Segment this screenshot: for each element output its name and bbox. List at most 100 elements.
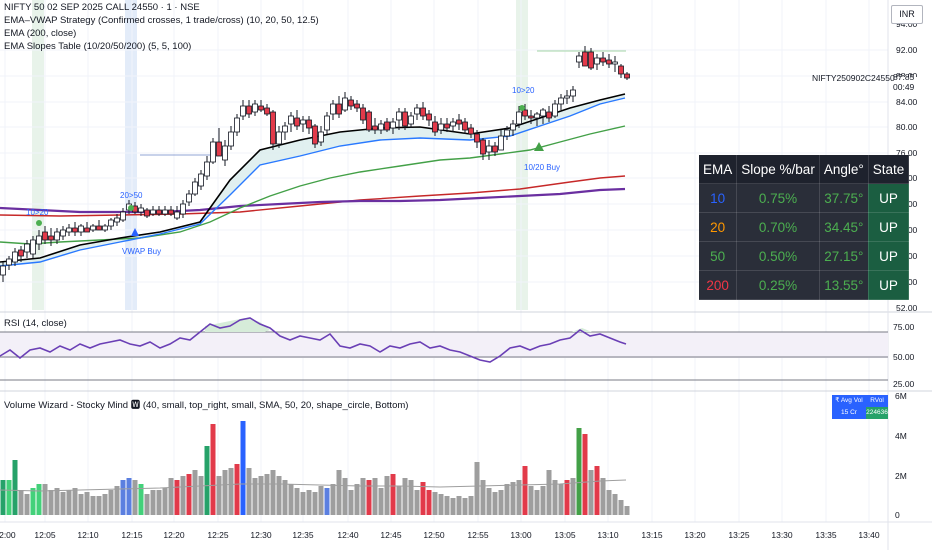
candle (570, 86, 576, 102)
volume-bar (300, 492, 306, 515)
strategy-legend[interactable]: EMA–VWAP Strategy (Confirmed crosses, 1 … (4, 15, 319, 26)
volume-bar (60, 492, 66, 515)
volume-bar (138, 484, 144, 515)
volume-bar (372, 478, 378, 515)
avg-vol-label: ₹ Avg Vol (832, 395, 866, 407)
volume-bar (564, 480, 570, 515)
candle (282, 122, 288, 140)
volume-bar (294, 488, 300, 515)
row-angle: 37.75° (818, 183, 869, 213)
volume-bar (288, 484, 294, 515)
rsi-legend[interactable]: RSI (14, close) (4, 318, 67, 329)
volume-bar (198, 476, 204, 515)
signal-band (32, 0, 44, 310)
volume-bar (408, 480, 414, 515)
volume-bar (366, 480, 372, 515)
candle (318, 126, 324, 146)
volume-bar (492, 492, 498, 515)
volume-bar (168, 478, 174, 515)
volume-bar (270, 470, 276, 515)
time-axis-label: 13:20 (684, 530, 706, 540)
volume-legend[interactable]: Volume Wizard - Stocky Mind 🆆 (40, small… (4, 400, 409, 411)
table-header-row: EMA Slope %/bar Angle° State (697, 154, 910, 184)
row-angle: 13.55° (818, 270, 869, 300)
volume-bar (522, 466, 528, 515)
candle (96, 220, 102, 231)
candle (24, 240, 30, 258)
candle (480, 138, 486, 160)
candle (564, 90, 570, 104)
candle (12, 248, 18, 266)
time-axis-label: 12:30 (250, 530, 272, 540)
candle (396, 108, 402, 130)
volume-sma-line (0, 479, 627, 492)
volume-bar (570, 478, 576, 515)
currency-button[interactable]: INR (891, 5, 923, 24)
candles (0, 46, 630, 282)
vwap-buy-label: VWAP Buy (122, 247, 161, 256)
header-angle: Angle° (818, 154, 869, 184)
volume-bar (498, 490, 504, 515)
volume-bar (96, 496, 102, 515)
last-price: 87.85 (893, 72, 915, 82)
volume-bar (540, 486, 546, 515)
volume-bar (84, 492, 90, 515)
cross-dot (519, 105, 525, 111)
candle (378, 120, 384, 134)
candle (426, 110, 432, 126)
volume-bar (132, 480, 138, 515)
volume-bar (126, 478, 132, 515)
ten-twenty-buy-label: 10/20 Buy (524, 163, 560, 172)
time-axis-label: 13:30 (771, 530, 793, 540)
price-axis-label: 80.00 (896, 122, 918, 132)
candle (6, 256, 12, 270)
volume-bar (150, 490, 156, 515)
ema200-legend[interactable]: EMA (200, close) (4, 28, 77, 39)
candle (150, 206, 156, 216)
candle (300, 116, 306, 132)
candle (438, 118, 444, 134)
time-axis-label: 13:15 (641, 530, 663, 540)
candle (30, 236, 36, 258)
volume-bar (348, 490, 354, 515)
candle (504, 126, 510, 140)
candle (402, 108, 408, 130)
time-axis-label: 12:00 (0, 530, 16, 540)
price-axis-label: 94.00 (896, 19, 918, 29)
symbol-price-label: NIFTY250902C24550 (812, 73, 895, 83)
rsi-band (0, 332, 888, 358)
price-axis-label: 52.00 (896, 303, 918, 313)
symbol-title[interactable]: NIFTY 50 02 SEP 2025 CALL 24550 · 1 · NS… (4, 2, 200, 13)
row-ema: 20 (697, 212, 738, 242)
volume-bar (606, 490, 612, 515)
candle (336, 96, 342, 118)
candle (180, 200, 186, 218)
candle (36, 230, 42, 250)
volume-bar (102, 494, 108, 515)
volume-bar (216, 476, 222, 515)
volume-bar (420, 482, 426, 515)
header-ema: EMA (697, 154, 738, 184)
candle (432, 116, 438, 136)
volume-bar (312, 492, 318, 515)
volume-bar (180, 476, 186, 515)
time-axis[interactable]: 12:00 12:05 12:10 12:15 12:20 12:25 12:30 12:35… (0, 530, 880, 540)
volume-bar (144, 494, 150, 515)
volume-bar (192, 470, 198, 515)
candle (0, 262, 6, 282)
candle (600, 52, 606, 66)
volume-bar (354, 484, 360, 515)
candle (174, 206, 180, 220)
volume-bar (576, 428, 582, 515)
candle (42, 226, 48, 244)
time-axis-label: 13:35 (815, 530, 837, 540)
time-axis-label: 12:55 (467, 530, 489, 540)
candle (168, 206, 174, 216)
slopes-table-legend[interactable]: EMA Slopes Table (10/20/50/200) (5, 5, 1… (4, 41, 192, 52)
signal-band (516, 0, 528, 310)
row-ema: 50 (697, 241, 738, 271)
candle (408, 112, 414, 128)
volume-bar (162, 488, 168, 515)
candle (84, 222, 90, 233)
